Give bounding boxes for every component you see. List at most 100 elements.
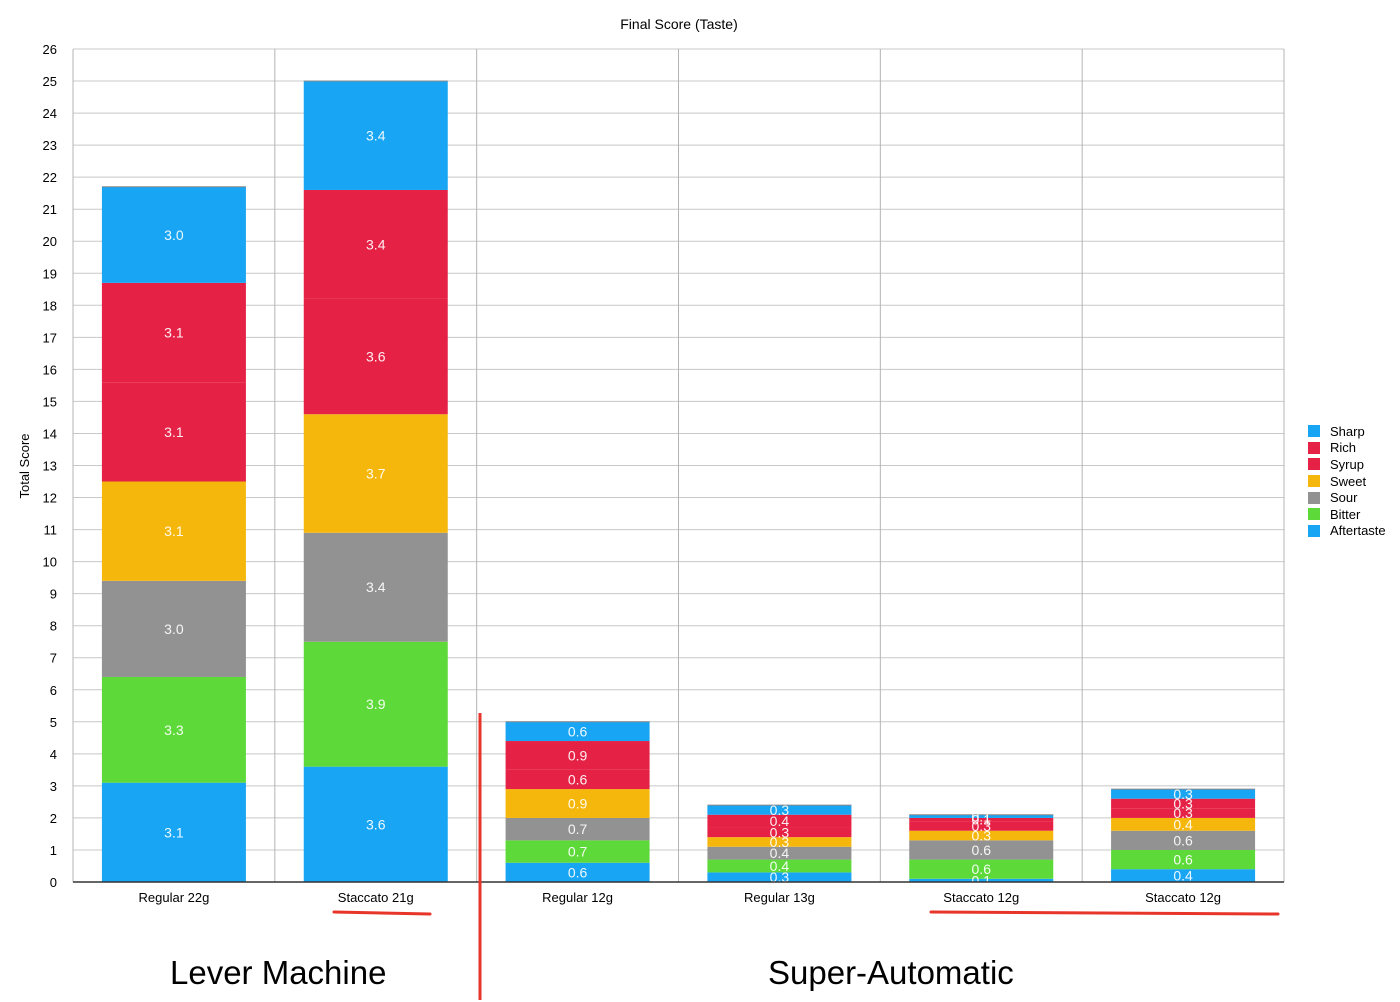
bar-segment-bitter [707,859,852,873]
bar-segment-rich [303,189,448,299]
y-tick-label: 9 [50,587,57,602]
data-label: 0.6 [1173,832,1193,848]
axes: 0123456789101112131415161718192021222324… [43,42,1284,905]
bar-segment-rich [1111,798,1256,809]
y-tick-label: 21 [43,202,57,217]
bar-segment-bitter [909,859,1054,879]
y-tick-label: 23 [43,138,57,153]
bar-segment-sweet [909,830,1054,841]
bar-segment-syrup [707,827,852,838]
data-label: 3.4 [366,236,386,252]
bar-segment-sour [1111,830,1256,850]
y-tick-label: 10 [43,555,57,570]
bar-segment-syrup [505,769,650,790]
y-tick-label: 8 [50,619,57,634]
y-tick-label: 18 [43,298,57,313]
data-label: 3.4 [366,579,386,595]
data-label: 0.9 [568,796,588,812]
data-label: 0.3 [1173,805,1193,821]
data-label: 3.1 [164,523,184,539]
data-label: 0.1 [972,808,992,824]
y-tick-label: 5 [50,715,57,730]
y-tick-label: 4 [50,747,57,762]
x-tick-label: Regular 13g [744,890,815,905]
bar-segment-aftertaste [101,782,246,882]
y-tick-label: 24 [43,106,57,121]
bars [101,80,1256,882]
legend-label: Bitter [1330,506,1361,522]
legend-swatch [1308,475,1320,488]
bar-segment-sharp [303,81,448,190]
legend-item-sweet: Sweet [1308,473,1386,490]
legend-swatch [1308,425,1320,438]
bar-segment-bitter [101,676,246,783]
data-label: 0.1 [972,812,992,828]
legend-item-rich: Rich [1308,440,1386,457]
data-label: 0.3 [770,824,790,840]
data-label: 0.3 [972,828,992,844]
chart-title: Final Score (Taste) [620,16,737,32]
bar-segment-aftertaste [707,872,852,882]
bar-segment-sweet [1111,817,1256,831]
legend-item-sharp: Sharp [1308,423,1386,440]
legend-swatch [1308,441,1320,454]
legend-swatch [1308,458,1320,471]
data-label: 3.3 [164,722,184,738]
bar-segment-sour [505,817,650,841]
bar-segment-aftertaste [505,862,650,882]
data-label: 0.1 [972,872,992,888]
data-label: 3.0 [164,621,184,637]
data-label: 0.3 [1173,786,1193,802]
data-label: 0.4 [1173,868,1193,884]
y-axis-label: Total Score [17,433,32,498]
data-label: 3.6 [366,349,386,365]
y-tick-label: 17 [43,330,57,345]
legend-item-sour: Sour [1308,489,1386,506]
bar-segment-bitter [505,840,650,863]
legend-label: Sweet [1330,473,1367,489]
data-label: 0.3 [770,802,790,818]
bar-segment-sweet [303,414,448,533]
annotations [332,713,1280,1000]
y-tick-label: 7 [50,651,57,666]
data-label: 0.7 [568,844,588,860]
bar-segment-sweet [505,789,650,818]
legend-item-syrup: Syrup [1308,456,1386,473]
y-tick-label: 14 [43,426,57,441]
data-label: 0.4 [1173,816,1193,832]
bar-segment-sour [101,580,246,677]
legend-label: Syrup [1330,456,1364,472]
grid [72,48,1285,883]
y-tick-label: 13 [43,459,57,474]
data-label: 0.6 [568,723,588,739]
legend: Sharp Rich Syrup Sweet Sour Bitter Aftertaste [1308,423,1386,539]
legend-label: Sour [1330,490,1358,506]
y-tick-label: 2 [50,811,57,826]
legend-item-aftertaste: Aftertaste [1308,523,1386,540]
bar-segment-sharp [101,186,246,283]
data-label: 0.6 [568,771,588,787]
y-tick-label: 20 [43,234,57,249]
data-label: 0.6 [972,861,992,877]
data-label: 0.3 [770,834,790,850]
data-label: 3.9 [366,696,386,712]
bar-segment-sour [707,846,852,860]
x-tick-label: Staccato 12g [943,890,1019,905]
bar-segment-aftertaste [303,766,448,882]
data-label: 3.1 [164,824,184,840]
y-tick-label: 25 [43,74,57,89]
data-label: 3.1 [164,325,184,341]
bar-segment-syrup [1111,808,1256,818]
bar-segment-sour [909,840,1054,860]
bar-segment-aftertaste [909,878,1054,882]
y-tick-label: 1 [50,843,57,858]
highlight-underline [929,910,1280,916]
x-tick-label: Regular 22g [139,890,210,905]
y-tick-label: 12 [43,491,57,506]
bar-segment-sharp [1111,789,1256,799]
x-tick-label: Staccato 21g [338,890,414,905]
y-tick-label: 11 [44,523,58,538]
bar-segment-aftertaste [1111,869,1256,882]
bar-segment-syrup [303,298,448,415]
